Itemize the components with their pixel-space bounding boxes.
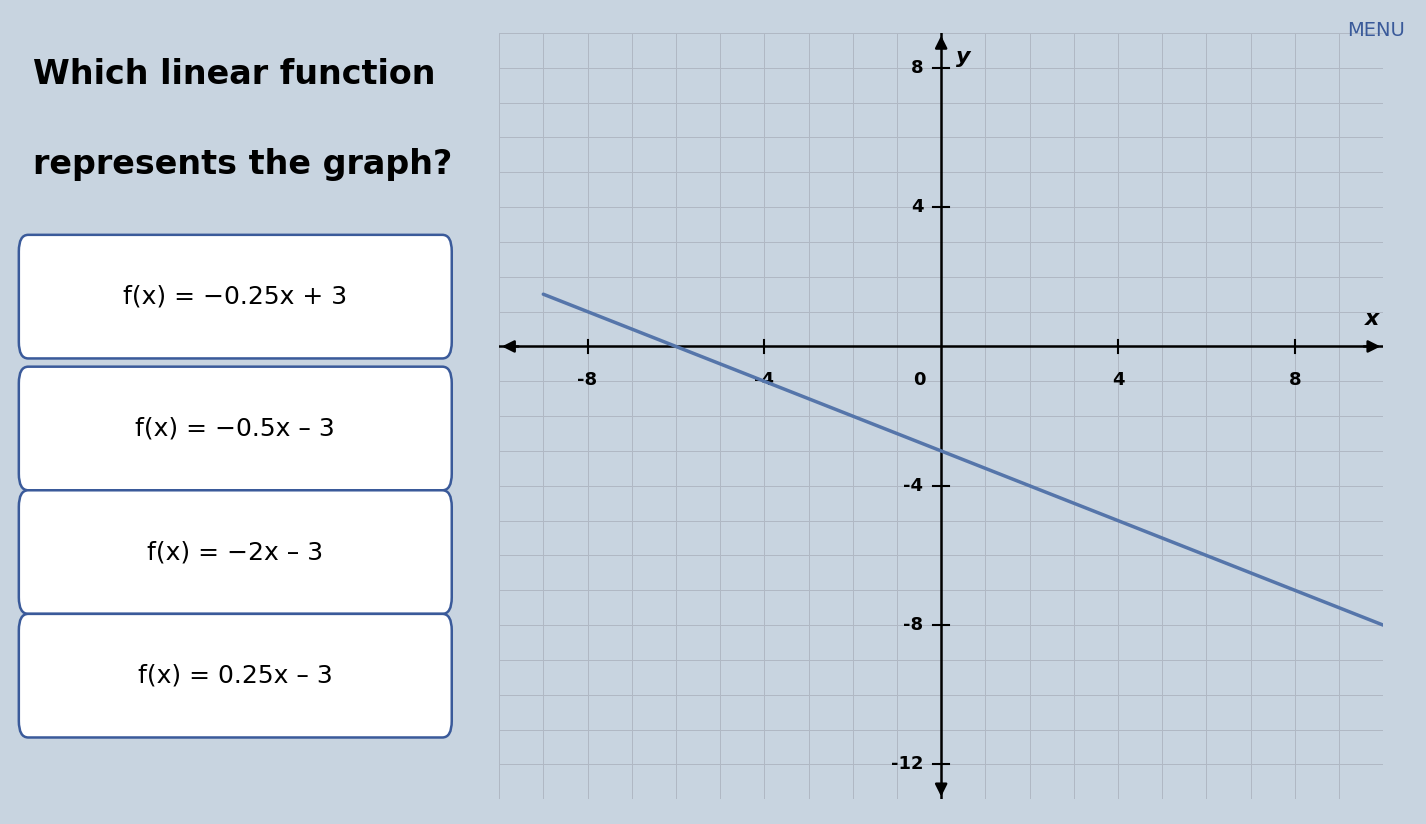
Text: f(x) = −0.5x – 3: f(x) = −0.5x – 3 <box>135 416 335 441</box>
Text: -8: -8 <box>578 371 597 389</box>
Text: f(x) = −2x – 3: f(x) = −2x – 3 <box>147 540 324 564</box>
Text: 8: 8 <box>1289 371 1301 389</box>
Text: represents the graph?: represents the graph? <box>33 148 452 181</box>
Text: -4: -4 <box>904 477 924 494</box>
FancyBboxPatch shape <box>19 490 452 614</box>
Text: -12: -12 <box>891 756 924 774</box>
FancyBboxPatch shape <box>19 614 452 737</box>
FancyBboxPatch shape <box>19 235 452 358</box>
Text: 8: 8 <box>911 59 924 77</box>
Text: 0: 0 <box>913 371 925 389</box>
Text: f(x) = 0.25x – 3: f(x) = 0.25x – 3 <box>138 663 332 688</box>
FancyBboxPatch shape <box>19 367 452 490</box>
Text: Which linear function: Which linear function <box>33 58 435 91</box>
Text: -8: -8 <box>903 616 924 634</box>
Text: x: x <box>1365 309 1379 329</box>
Text: MENU: MENU <box>1346 21 1405 40</box>
Text: 4: 4 <box>1112 371 1124 389</box>
Text: -4: -4 <box>754 371 774 389</box>
Text: 4: 4 <box>911 198 924 216</box>
Text: f(x) = −0.25x + 3: f(x) = −0.25x + 3 <box>123 284 348 309</box>
Text: y: y <box>955 47 971 67</box>
